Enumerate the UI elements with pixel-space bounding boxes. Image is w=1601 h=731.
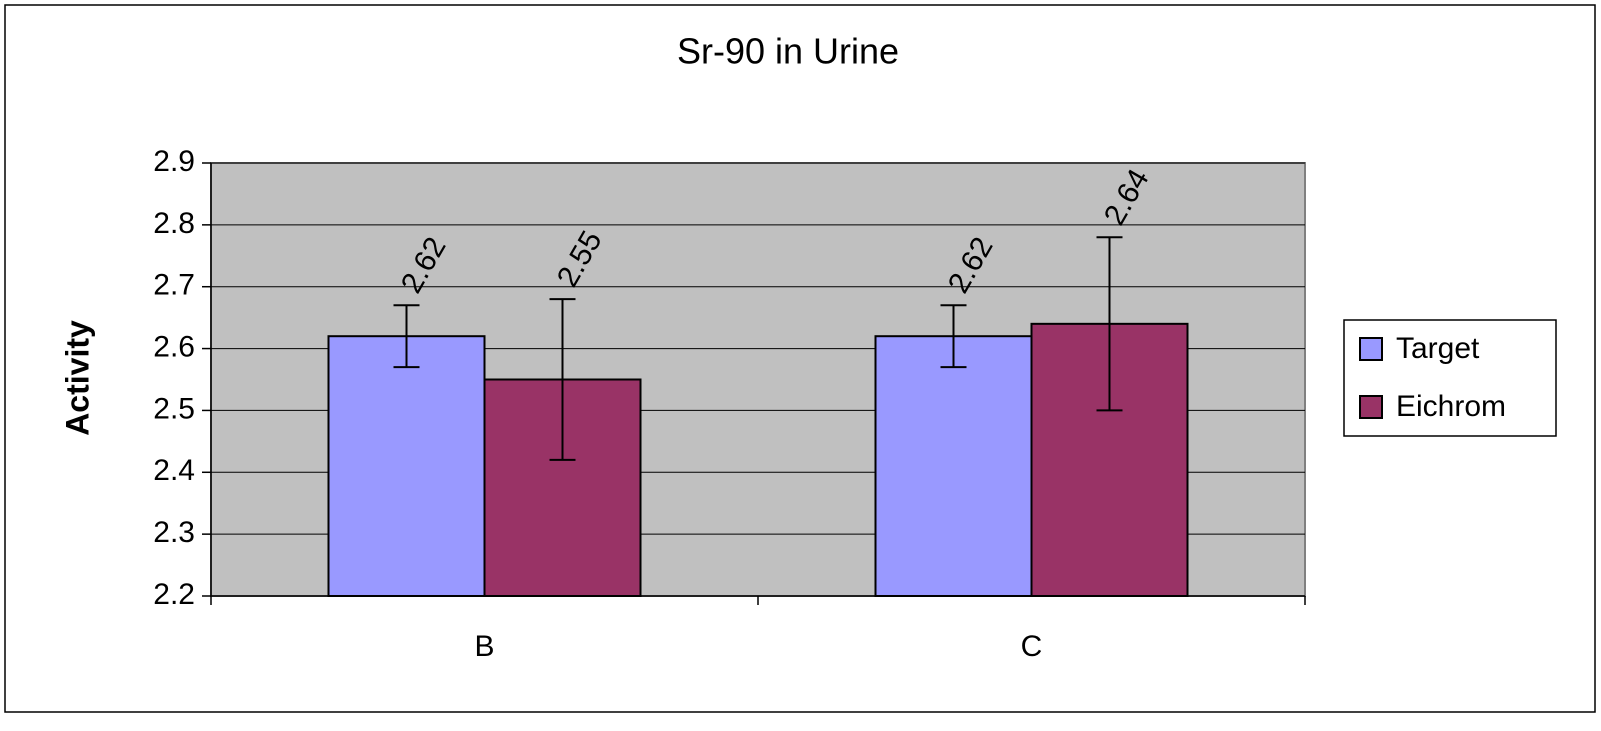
x-tick-label: C — [1021, 630, 1043, 663]
chart-title: Sr-90 in Urine — [677, 31, 899, 72]
error-bar — [1096, 236, 1123, 412]
y-tick-label: 2.8 — [153, 207, 195, 240]
y-tick-label: 2.2 — [153, 578, 195, 611]
bar — [327, 335, 486, 597]
legend-label: Target — [1396, 332, 1480, 365]
error-bar — [549, 298, 576, 461]
y-tick-label: 2.3 — [153, 516, 195, 549]
y-axis-label: Activity — [59, 320, 95, 436]
y-tick-label: 2.7 — [153, 269, 195, 302]
legend-label: Eichrom — [1396, 390, 1506, 423]
error-bar — [393, 304, 420, 369]
bar — [874, 335, 1033, 597]
y-tick-label: 2.6 — [153, 330, 195, 363]
legend-swatch — [1359, 337, 1383, 361]
x-tick-label: B — [474, 630, 494, 663]
y-tick-label: 2.5 — [153, 392, 195, 425]
legend-swatch — [1359, 395, 1383, 419]
error-bar — [940, 304, 967, 369]
y-tick-label: 2.9 — [153, 145, 195, 178]
y-tick-label: 2.4 — [153, 454, 195, 487]
